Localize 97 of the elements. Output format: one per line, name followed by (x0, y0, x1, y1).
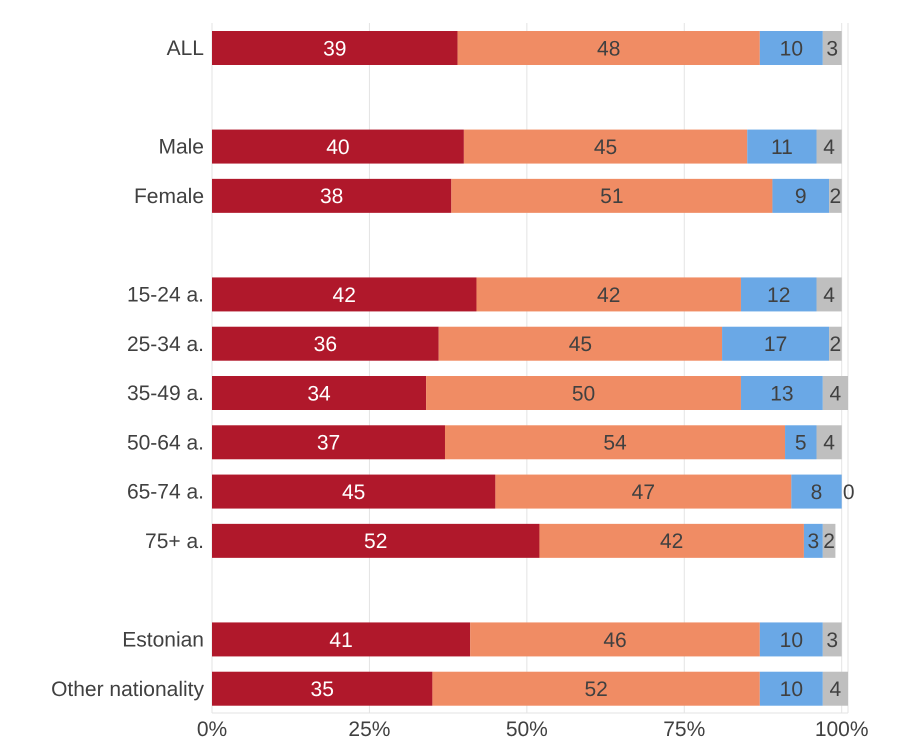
data-label: 54 (603, 432, 628, 455)
bar (451, 178, 772, 213)
y-tick-label: 65-74 a. (126, 480, 204, 504)
y-tick-label: Male (158, 136, 204, 159)
bar (212, 277, 476, 312)
data-label: 0 (842, 480, 855, 504)
data-label: 4 (830, 678, 842, 702)
bar (816, 425, 842, 460)
data-label: 36 (314, 333, 338, 356)
data-label: 45 (594, 136, 618, 159)
bar (212, 672, 432, 706)
x-tick-label: 50% (506, 718, 548, 741)
data-label: 9 (794, 185, 807, 208)
bar (212, 178, 452, 213)
bar (785, 425, 817, 460)
data-label: 3 (826, 37, 838, 60)
data-label: 4 (830, 382, 842, 406)
data-label: 40 (326, 136, 350, 159)
bar (212, 376, 426, 410)
bar (760, 31, 823, 65)
y-tick-label: 35-49 a. (126, 382, 204, 406)
data-label: 39 (323, 37, 346, 60)
data-label: 17 (764, 333, 788, 356)
bar (212, 31, 458, 65)
bar (495, 474, 792, 509)
data-label: 35 (310, 678, 334, 702)
data-label: 4 (823, 284, 836, 307)
bar (212, 474, 496, 509)
data-label: 2 (830, 185, 842, 208)
bar (444, 425, 786, 460)
y-tick-label: Other nationality (51, 678, 204, 701)
data-label: 51 (600, 185, 624, 208)
bar (740, 277, 817, 312)
data-label: 45 (568, 333, 592, 356)
bar (816, 130, 842, 164)
data-label: 12 (767, 284, 790, 307)
data-label: 52 (584, 678, 608, 702)
data-label: 37 (316, 432, 340, 455)
bar (212, 130, 464, 164)
y-tick-label: 75+ a. (145, 530, 204, 553)
bar (426, 376, 741, 410)
x-tick-label: 75% (663, 718, 706, 741)
data-label: 45 (342, 480, 366, 504)
data-label: 10 (780, 628, 804, 652)
data-label: 10 (780, 678, 804, 702)
bar (822, 376, 848, 410)
data-label: 52 (364, 530, 388, 554)
data-label: 13 (770, 382, 794, 406)
y-tick-label: ALL (166, 37, 204, 60)
x-tick-label: 0% (196, 718, 228, 741)
bar (740, 376, 823, 410)
bar (212, 326, 439, 361)
x-tick-label: 100% (814, 718, 869, 741)
data-label: 3 (808, 530, 820, 554)
bar (747, 130, 817, 164)
data-label: 8 (810, 480, 822, 504)
bar (458, 31, 760, 65)
data-label: 48 (597, 37, 620, 60)
data-label: 11 (770, 136, 793, 159)
x-tick-label: 25% (348, 718, 390, 741)
bar (760, 622, 823, 656)
data-label: 42 (332, 284, 356, 307)
data-label: 38 (320, 185, 344, 208)
y-tick-label: Female (134, 184, 204, 208)
bar (822, 672, 848, 706)
bar (438, 326, 722, 361)
bar (816, 277, 842, 312)
data-label: 50 (572, 382, 596, 406)
bar (722, 326, 830, 361)
bar (432, 672, 760, 706)
bar (470, 622, 760, 656)
y-tick-label: Estonian (122, 628, 204, 652)
data-label: 10 (780, 37, 804, 60)
data-label: 34 (307, 382, 332, 406)
data-label: 4 (823, 136, 836, 159)
data-label: 2 (830, 333, 842, 356)
y-tick-label: 50-64 a. (126, 431, 204, 454)
y-tick-label: 15-24 a. (126, 284, 204, 307)
data-label: 41 (329, 628, 353, 652)
data-label: 4 (823, 432, 836, 455)
bar (476, 277, 741, 312)
y-tick-label: 25-34 a. (126, 332, 204, 356)
bar (539, 524, 804, 558)
data-label: 42 (597, 284, 620, 307)
bar (212, 622, 470, 656)
data-label: 42 (660, 530, 684, 554)
data-label: 47 (632, 480, 656, 504)
bar (772, 178, 830, 213)
bar (464, 130, 748, 164)
data-label: 5 (794, 432, 807, 455)
bar (791, 474, 842, 509)
bar (760, 672, 823, 706)
bar (212, 524, 540, 558)
data-label: 46 (603, 628, 627, 652)
bar (212, 425, 445, 460)
data-label: 3 (826, 628, 838, 652)
data-label: 2 (823, 530, 835, 554)
